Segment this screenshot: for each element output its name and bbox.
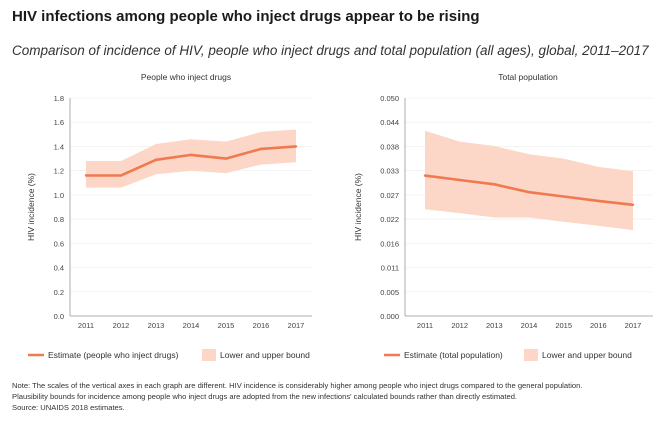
- x-tick-label: 2015: [555, 321, 572, 330]
- y-tick-label: 0.016: [380, 239, 399, 248]
- legend-bound-label: Lower and upper bound: [542, 350, 632, 360]
- x-tick-label: 2014: [521, 321, 538, 330]
- data-point: [224, 157, 228, 160]
- y-tick-label: 0.2: [54, 288, 64, 297]
- x-tick-label: 2013: [486, 321, 503, 330]
- data-point: [259, 147, 263, 151]
- panel-total-population: Total population HIV incidence (%) 0.000…: [353, 72, 653, 361]
- y-tick-label: 1.6: [54, 118, 64, 127]
- y-tick-label: 0.038: [380, 142, 399, 151]
- data-point: [597, 199, 600, 203]
- x-tick-label: 2012: [113, 321, 130, 330]
- y-tick-label: 0.050: [380, 94, 399, 103]
- panel-title: Total population: [498, 72, 558, 82]
- y-tick-label: 0.000: [380, 312, 399, 321]
- panel-title: People who inject drugs: [141, 72, 231, 82]
- y-tick-label: 0.033: [380, 167, 399, 176]
- y-tick-label: 0.4: [54, 264, 64, 273]
- y-tick-label: 0.0: [54, 312, 64, 321]
- x-tick-label: 2011: [417, 321, 433, 330]
- y-tick-label: 1.4: [54, 142, 64, 151]
- legend-bound-swatch: [524, 349, 538, 361]
- bound-band: [425, 130, 633, 231]
- x-tick-label: 2014: [183, 321, 200, 330]
- y-tick-label: 1.2: [54, 167, 64, 176]
- panel-people-who-inject-drugs: People who inject drugs HIV incidence (%…: [26, 72, 312, 361]
- data-point: [84, 174, 88, 177]
- data-point: [154, 158, 158, 161]
- legend: Estimate (people who inject drugs) Lower…: [28, 349, 310, 361]
- legend-estimate-label: Estimate (total population): [404, 350, 503, 360]
- data-point: [189, 153, 193, 157]
- legend: Estimate (total population) Lower and up…: [384, 349, 632, 361]
- y-tick-label: 0.6: [54, 239, 64, 248]
- chart-subtitle: Comparison of incidence of HIV, people w…: [12, 43, 649, 58]
- y-axis-label: HIV incidence (%): [353, 173, 363, 241]
- x-tick-label: 2011: [78, 321, 94, 330]
- y-axis-label: HIV incidence (%): [26, 173, 36, 241]
- data-point: [423, 174, 427, 177]
- data-point: [458, 178, 461, 182]
- y-tick-label: 0.005: [380, 288, 399, 297]
- x-tick-label: 2017: [625, 321, 642, 330]
- legend-bound-swatch: [202, 349, 216, 361]
- note-line-1: Note: The scales of the vertical axes in…: [12, 381, 583, 390]
- data-point: [294, 145, 298, 148]
- note-line-2: Plausibility bounds for incidence among …: [12, 392, 518, 401]
- data-point: [493, 183, 496, 186]
- data-point: [631, 203, 635, 207]
- chart-title: HIV infections among people who inject d…: [12, 8, 480, 25]
- y-tick-label: 0.027: [380, 191, 399, 200]
- data-point: [119, 174, 123, 177]
- y-tick-label: 0.011: [381, 264, 399, 273]
- source-note: Source: UNAIDS 2018 estimates.: [12, 403, 125, 412]
- charts-canvas: People who inject drugs HIV incidence (%…: [26, 72, 653, 361]
- data-point: [527, 190, 531, 194]
- y-tick-label: 0.8: [54, 215, 64, 224]
- x-tick-label: 2013: [148, 321, 165, 330]
- legend-bound-label: Lower and upper bound: [220, 350, 310, 360]
- x-tick-label: 2016: [590, 321, 607, 330]
- bound-band: [86, 129, 296, 188]
- x-tick-label: 2012: [451, 321, 468, 330]
- data-point: [562, 195, 565, 198]
- y-tick-label: 0.044: [380, 118, 399, 127]
- y-tick-label: 0.022: [380, 215, 399, 224]
- x-tick-label: 2015: [218, 321, 235, 330]
- y-tick-label: 1.8: [54, 94, 64, 103]
- legend-estimate-label: Estimate (people who inject drugs): [48, 350, 179, 360]
- x-tick-label: 2017: [288, 321, 305, 330]
- x-tick-label: 2016: [253, 321, 270, 330]
- y-tick-label: 1.0: [54, 191, 64, 200]
